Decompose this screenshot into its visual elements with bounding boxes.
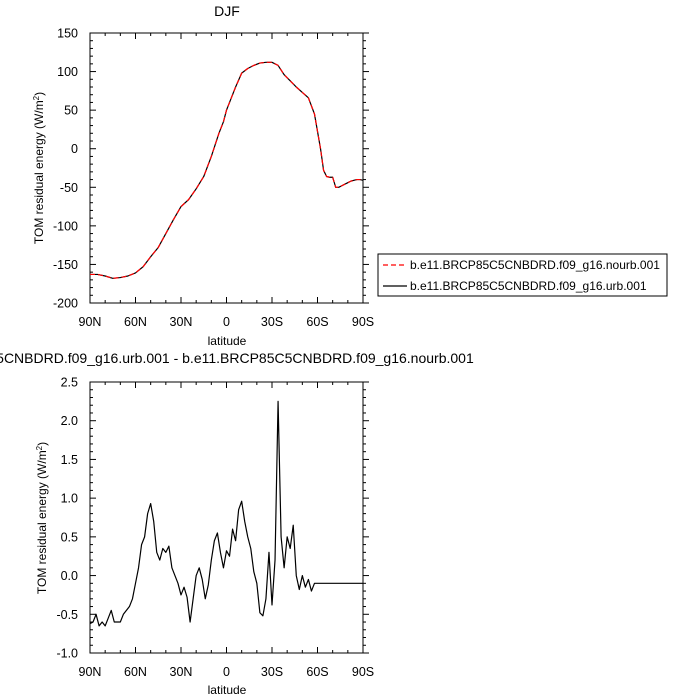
x-tick-label: 90N (79, 665, 102, 679)
y-tick-label: -150 (53, 258, 78, 272)
series-line-1-0 (89, 400, 363, 627)
top-y-axis-title-superscript: 2 (32, 95, 41, 100)
bottom-y-axis-title-close: ) (35, 442, 49, 446)
bottom-plot-frame (89, 381, 364, 654)
x-tick-label: 30N (170, 665, 193, 679)
y-tick-label: 0 (71, 142, 78, 156)
bottom-y-axis-title-text: TOM residual energy (W/m (35, 450, 49, 594)
y-tick-label: 1.5 (61, 453, 78, 467)
y-tick-label: 0.0 (61, 569, 78, 583)
y-tick-label: -100 (53, 219, 78, 233)
y-tick-label: -50 (60, 181, 78, 195)
y-tick-label: -200 (53, 297, 78, 311)
x-tick-label: 60N (124, 665, 147, 679)
x-tick-label: 90S (352, 665, 374, 679)
top-x-axis-title: latitude (208, 334, 247, 348)
series-line-0-1 (90, 61, 364, 279)
x-tick-label: 0 (223, 315, 230, 329)
x-tick-label: 30S (261, 315, 283, 329)
x-tick-label: 60S (306, 315, 328, 329)
y-tick-label: 100 (57, 65, 78, 79)
y-tick-label: -1.0 (56, 647, 78, 661)
bottom-y-axis-title-superscript: 2 (35, 445, 44, 450)
y-tick-label: 2.0 (61, 414, 78, 428)
x-tick-label: 0 (223, 665, 230, 679)
y-tick-label: 150 (57, 27, 78, 41)
y-tick-label: 50 (64, 104, 78, 118)
bottom-y-axis-title: TOM residual energy (W/m2) (35, 442, 50, 594)
series-line-0-0 (90, 61, 364, 279)
legend: b.e11.BRCP85C5CNBDRD.f09_g16.nourb.001 b… (377, 253, 668, 297)
top-plot-frame (89, 32, 364, 304)
top-chart: DJF 90N 60N 30N 0 30S 60S 90S 150 100 50 0 -50 -100 -… (32, 3, 375, 348)
top-y-axis-title-text: TOM residual energy (W/m (32, 100, 46, 244)
x-tick-label: 60N (124, 315, 147, 329)
legend-label-nourb: b.e11.BRCP85C5CNBDRD.f09_g16.nourb.001 (410, 258, 660, 272)
bottom-chart: 5C5CNBDRD.f09_g16.urb.001 - b.e11.BRCP85… (0, 350, 474, 697)
top-y-axis-title-close: ) (32, 92, 46, 96)
y-tick-label: -0.5 (56, 608, 78, 622)
x-tick-label: 90N (79, 315, 102, 329)
bottom-x-axis-title: latitude (208, 683, 247, 697)
x-tick-label: 30S (261, 665, 283, 679)
y-tick-label: 2.5 (61, 376, 78, 390)
top-chart-title: DJF (214, 3, 240, 19)
x-tick-label: 60S (306, 665, 328, 679)
legend-label-urb: b.e11.BRCP85C5CNBDRD.f09_g16.urb.001 (410, 279, 647, 293)
top-y-axis-title: TOM residual energy (W/m2) (32, 92, 47, 244)
y-tick-label: 0.5 (61, 530, 78, 544)
y-tick-label: 1.0 (61, 492, 78, 506)
legend-box (377, 253, 668, 297)
bottom-chart-title: 5C5CNBDRD.f09_g16.urb.001 - b.e11.BRCP85… (0, 350, 474, 366)
x-tick-label: 30N (170, 315, 193, 329)
x-tick-label: 90S (352, 315, 374, 329)
